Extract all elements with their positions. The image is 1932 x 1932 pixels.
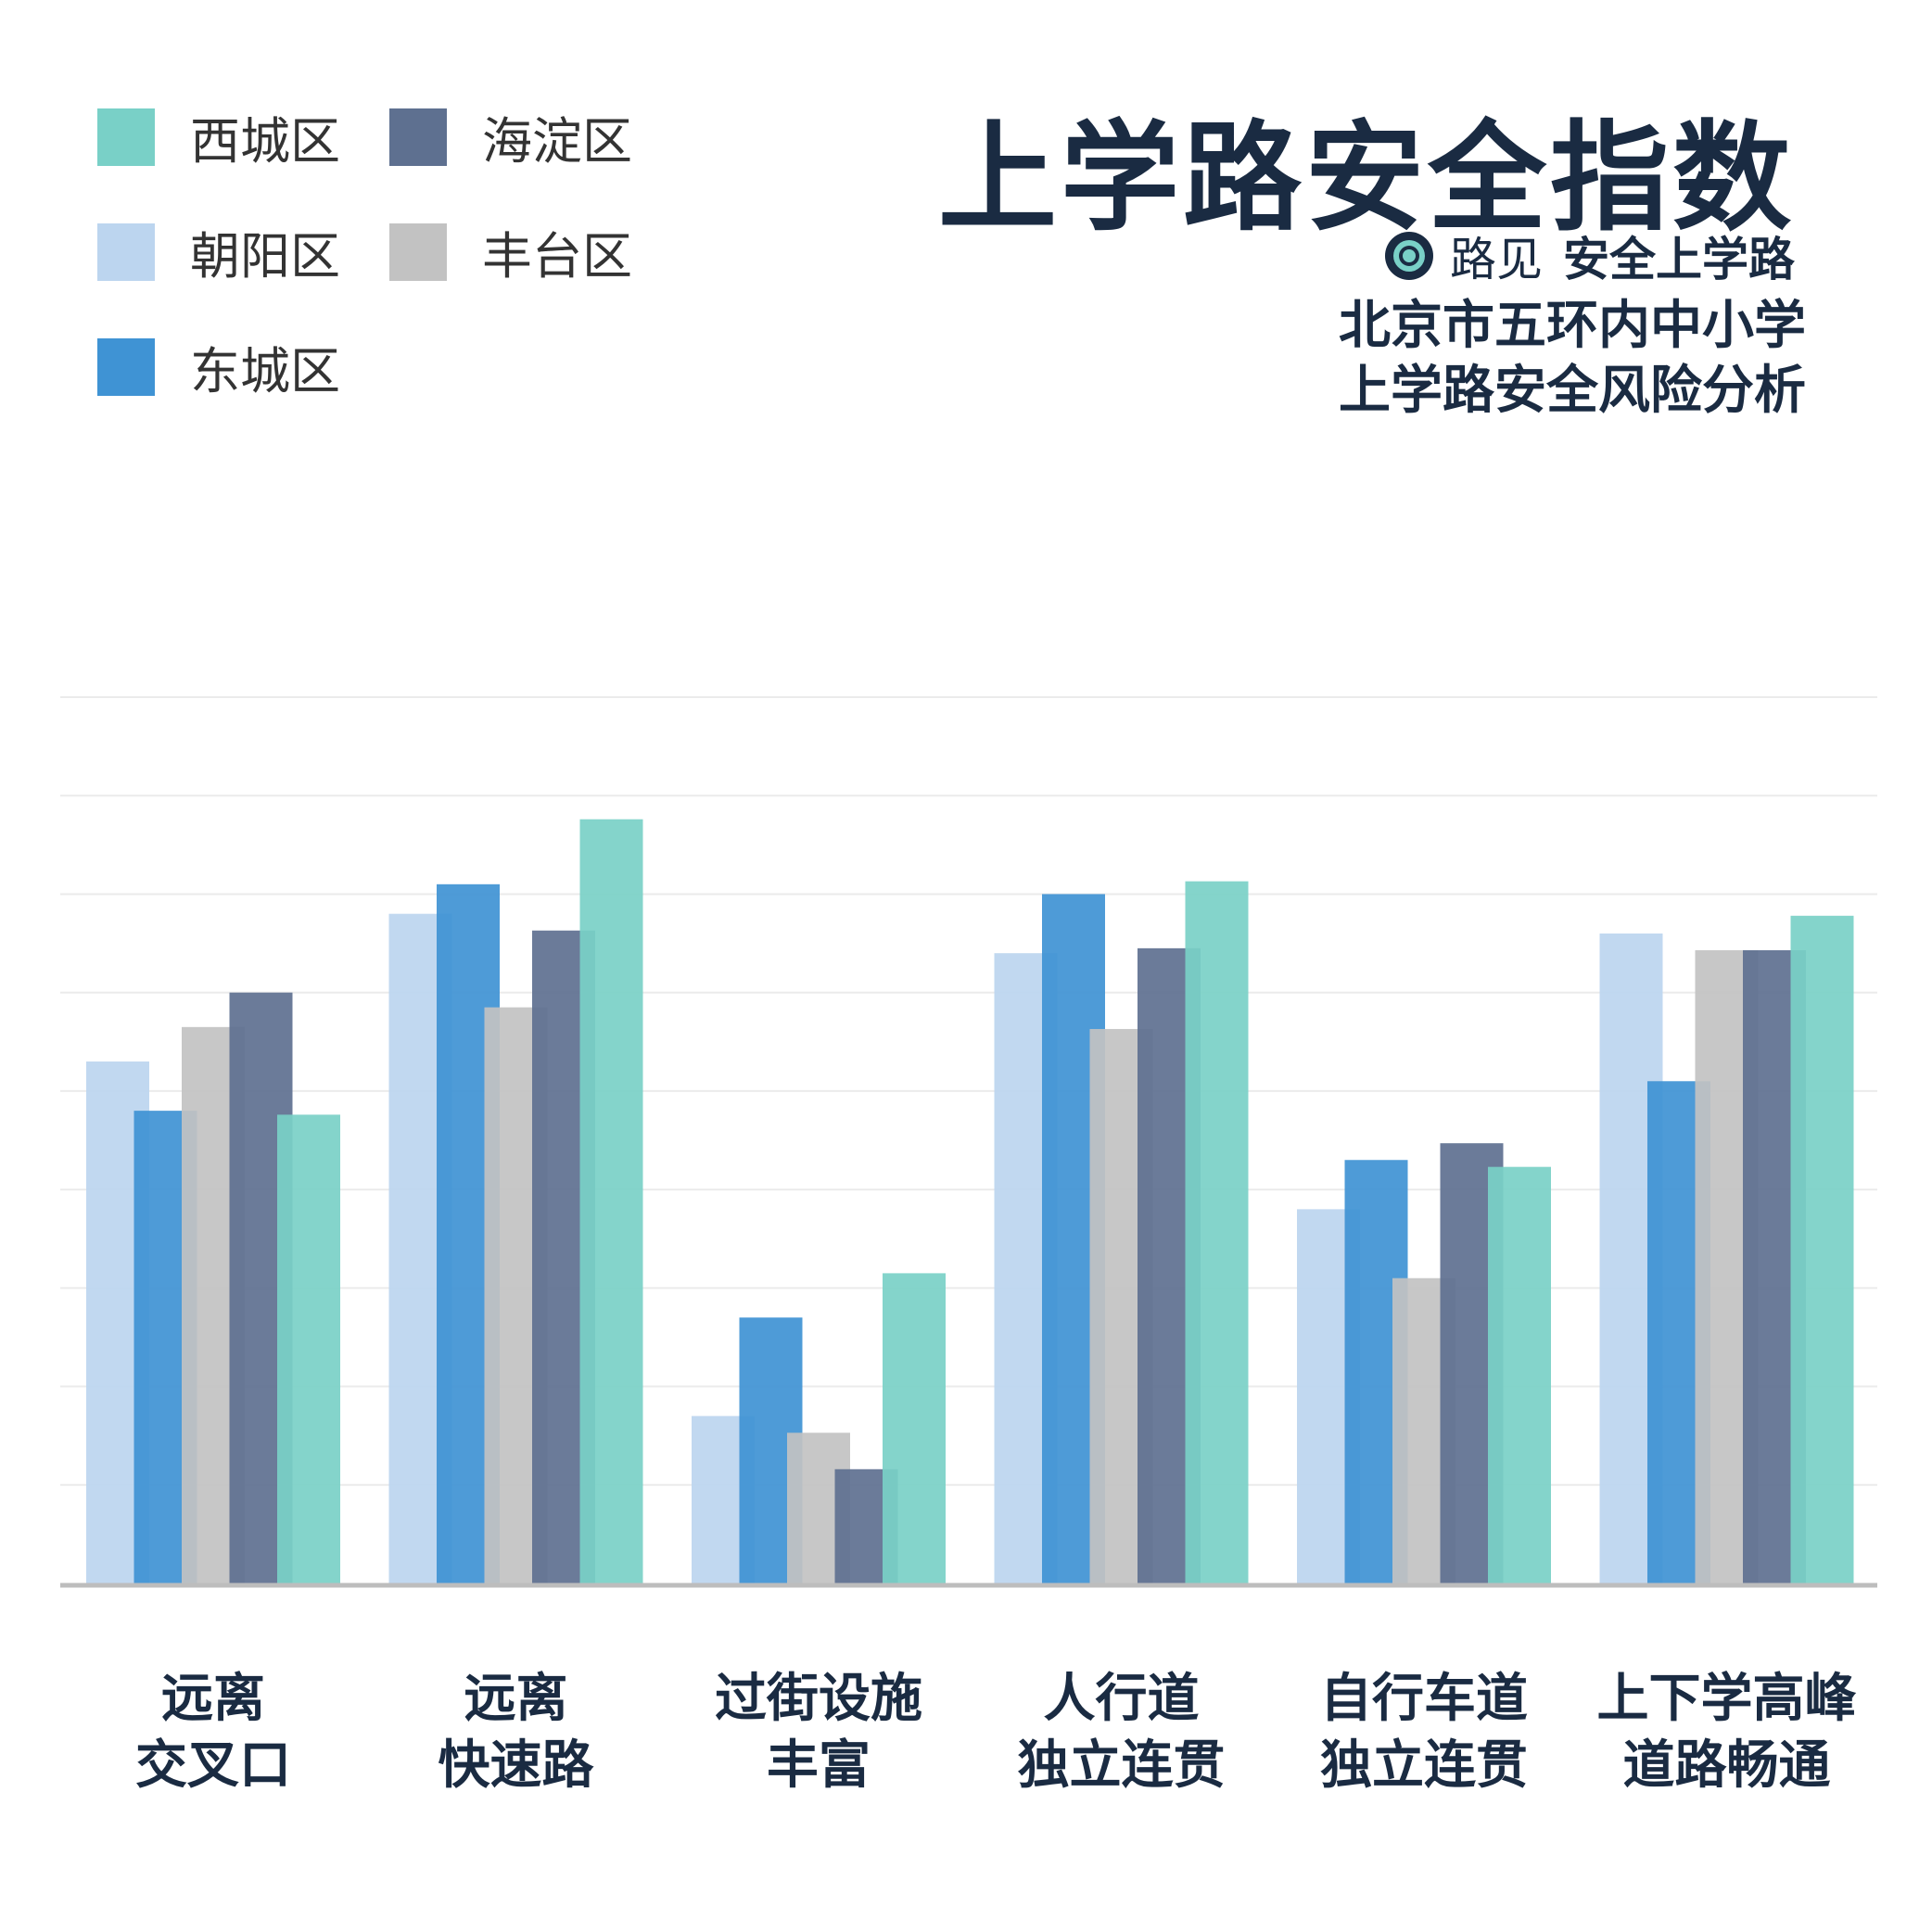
x-tick-label-line: 独立连贯: [1320, 1735, 1528, 1796]
subtitle-line-2: 上学路安全风险分析: [1339, 361, 1806, 421]
x-tick-label-line: 交叉口: [135, 1735, 291, 1796]
legend-label: 丰台区: [482, 227, 632, 286]
legend-label: 海淀区: [482, 112, 632, 171]
x-tick-label-line: 上下学高峰: [1596, 1669, 1857, 1729]
subtitle-line-1: 北京市五环内中小学: [1339, 296, 1806, 356]
legend-swatch: [389, 108, 447, 166]
legend-item: 丰台区: [389, 215, 632, 288]
bar-西城区: [277, 1114, 340, 1583]
x-tick-label-line: 独立连贯: [1017, 1735, 1226, 1796]
legend-item: 海淀区: [389, 100, 632, 173]
ring-logo-icon: [1385, 232, 1433, 280]
bar-西城区: [1488, 1166, 1551, 1583]
bar-西城区: [883, 1273, 946, 1583]
bar-西城区: [1790, 915, 1854, 1583]
brand: 路见 安全上学路: [1383, 222, 1795, 289]
x-tick-label-line: 远离: [464, 1669, 568, 1729]
bar-西城区: [579, 819, 643, 1583]
legend-label: 朝阳区: [190, 227, 340, 286]
legend-swatch: [97, 337, 155, 396]
x-tick-label: 人行道 独立连贯: [973, 1666, 1270, 1799]
legend-swatch: [97, 222, 155, 281]
x-tick-label: 自行车道 独立连贯: [1276, 1666, 1572, 1799]
brand-name: 路见: [1450, 233, 1543, 286]
bar-西城区: [1185, 881, 1249, 1583]
legend-item: 西城区: [97, 100, 340, 173]
x-tick-label-line: 人行道: [1043, 1669, 1200, 1729]
x-tick-label-line: 过街设施: [715, 1669, 922, 1729]
x-tick-label-line: 自行车道: [1320, 1669, 1528, 1729]
x-tick-label-line: 丰富: [767, 1735, 871, 1796]
legend-label: 东城区: [190, 342, 340, 400]
x-tick-label: 远离 交叉口: [65, 1666, 362, 1799]
brand-slogan: 安全上学路: [1563, 233, 1795, 286]
chart-title: 上学路安全指数: [937, 109, 1795, 248]
x-tick-label: 过街设施 丰富: [670, 1666, 967, 1799]
x-tick-label-line: 远离: [161, 1669, 265, 1729]
legend-swatch: [389, 222, 447, 281]
x-tick-label: 上下学高峰 道路畅通: [1579, 1666, 1875, 1799]
legend-item: 东城区: [97, 330, 340, 403]
x-tick-label: 远离 快速路: [368, 1666, 665, 1799]
x-tick-label-line: 快速路: [438, 1735, 594, 1796]
legend-swatch: [97, 108, 155, 166]
legend-item: 朝阳区: [97, 215, 340, 288]
x-tick-label-line: 道路畅通: [1622, 1735, 1831, 1796]
legend-label: 西城区: [190, 112, 340, 171]
